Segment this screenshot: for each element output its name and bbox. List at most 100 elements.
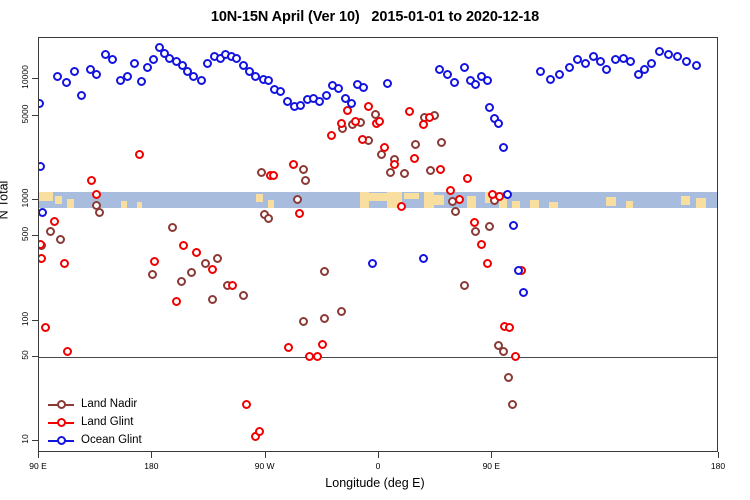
data-point (564, 63, 574, 73)
y-tick-label: 50 (20, 350, 30, 360)
map-land-mass (120, 200, 128, 208)
data-point (510, 352, 520, 362)
data-point (471, 227, 481, 237)
data-point (409, 154, 419, 164)
y-tick-label: 100 (20, 311, 30, 326)
x-tick-label: 180 (144, 461, 159, 471)
chart-title: 10N-15N April (Ver 10) 2015-01-01 to 202… (210, 9, 540, 25)
x-tick-mark (264, 452, 266, 458)
data-point (596, 57, 606, 67)
x-axis-label: Longitude (deg E) (325, 476, 425, 490)
y-tick-label: 5000 (20, 104, 30, 124)
data-point (135, 149, 145, 159)
data-point (446, 185, 456, 195)
data-point (436, 164, 446, 174)
reference-line (39, 356, 717, 358)
data-point (505, 322, 515, 332)
data-point (462, 174, 472, 184)
data-point (238, 290, 248, 300)
map-land-mass (66, 198, 75, 208)
data-point (282, 97, 292, 107)
data-point (191, 247, 201, 257)
legend-item-land-nadir[interactable]: Land Nadir (48, 396, 142, 412)
map-land-mass (605, 196, 616, 206)
data-point (92, 190, 102, 200)
data-point (136, 76, 146, 86)
data-point (681, 57, 691, 67)
data-point (633, 69, 643, 79)
data-point (426, 166, 436, 176)
map-land-mass (255, 193, 264, 202)
data-point (535, 67, 545, 77)
map-land-mass (368, 192, 387, 201)
data-point (368, 258, 378, 268)
data-point (39, 207, 48, 217)
x-tick-label: 90 W (254, 461, 275, 471)
data-point (39, 253, 47, 263)
x-tick-label: 90 E (482, 461, 501, 471)
data-point (655, 47, 665, 56)
data-point (39, 99, 44, 109)
data-point (232, 53, 242, 63)
data-point (494, 119, 504, 129)
data-point (122, 72, 132, 82)
data-point (179, 240, 189, 250)
y-tick-label: 1000 (20, 188, 30, 208)
data-point (320, 313, 330, 323)
data-point (39, 161, 45, 171)
map-land-mass (39, 191, 53, 201)
data-point (424, 113, 434, 123)
data-point (343, 106, 353, 116)
data-point (494, 341, 504, 351)
data-point (437, 137, 447, 147)
map-land-mass (696, 197, 707, 208)
legend-item-ocean-glint[interactable]: Ocean Glint (48, 432, 142, 448)
data-point (450, 77, 460, 87)
data-point (53, 72, 63, 82)
data-point (379, 143, 389, 153)
data-point (150, 256, 160, 266)
map-land-mass (360, 191, 369, 208)
legend-marker-icon (48, 435, 74, 446)
data-point (485, 103, 495, 113)
data-point (39, 239, 45, 249)
legend-item-land-glint[interactable]: Land Glint (48, 414, 142, 430)
data-point (374, 116, 384, 126)
map-land-mass (55, 195, 62, 204)
data-point (460, 281, 470, 291)
data-point (482, 75, 492, 85)
data-point (87, 176, 97, 185)
x-tick-mark (378, 452, 379, 458)
data-point (350, 116, 360, 126)
data-point (242, 400, 252, 410)
data-point (298, 317, 308, 327)
data-point (499, 347, 509, 357)
x-tick-label: 90 E (29, 461, 47, 471)
data-point (288, 160, 298, 170)
data-point (228, 281, 238, 291)
data-point (107, 55, 117, 65)
data-point (130, 59, 140, 69)
data-point (442, 69, 452, 79)
y-axis-label: N Total (0, 180, 11, 220)
data-point (326, 131, 336, 141)
map-land-mass (512, 200, 521, 208)
data-point (519, 288, 529, 298)
data-point (691, 61, 701, 71)
y-tick-mark (32, 235, 38, 237)
data-point (471, 80, 481, 90)
data-point (451, 207, 461, 217)
data-point (178, 61, 188, 71)
y-tick-mark (32, 114, 38, 116)
x-tick-mark (38, 452, 39, 458)
map-land-mass (681, 195, 691, 205)
data-point (283, 342, 293, 352)
data-point (383, 79, 393, 89)
data-point (312, 352, 322, 362)
data-point (399, 169, 409, 179)
legend-marker-icon (48, 417, 74, 428)
data-point (296, 100, 306, 110)
data-point (208, 265, 218, 275)
data-point (404, 107, 414, 117)
data-point (92, 69, 102, 79)
